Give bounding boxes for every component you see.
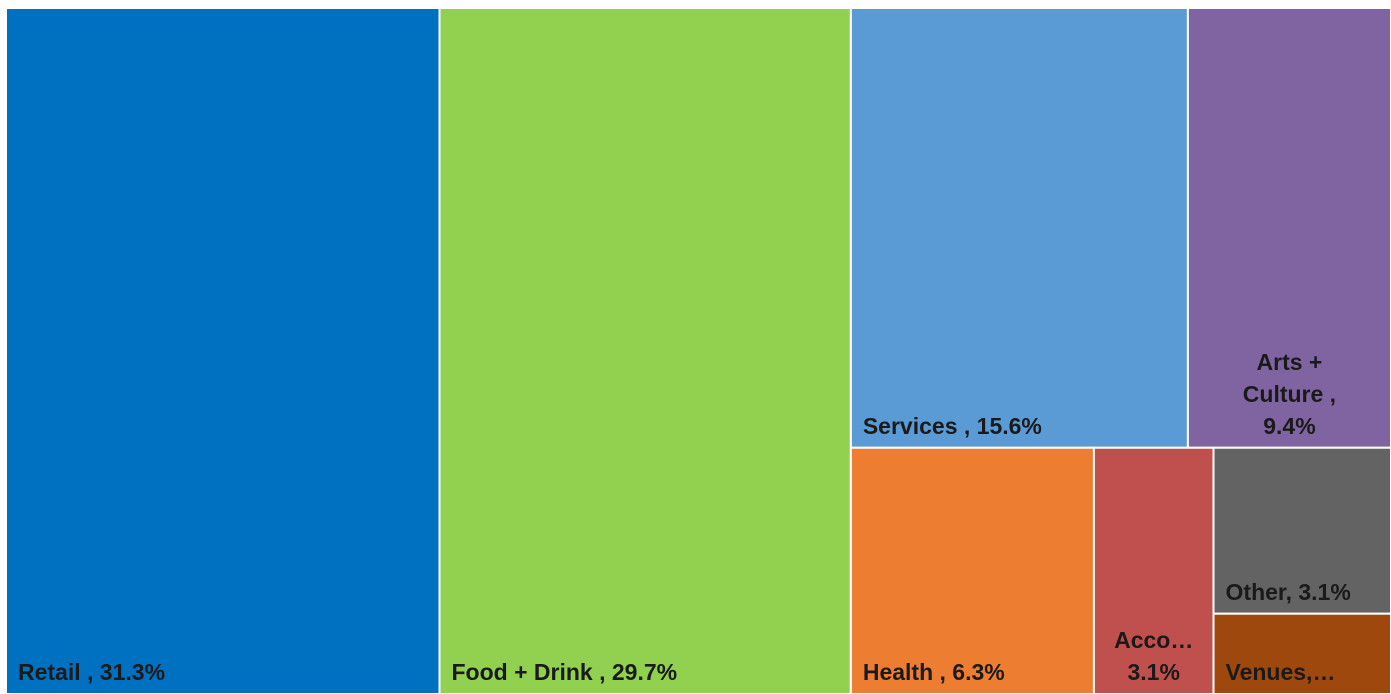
data-label: Acco…: [1114, 627, 1193, 653]
data-label: Retail , 31.3%: [18, 659, 165, 685]
tile: [849, 7, 1189, 449]
data-label: 9.4%: [1263, 413, 1315, 439]
data-label: Culture ,: [1243, 381, 1336, 407]
data-label: Arts +: [1257, 349, 1323, 375]
data-label: Food + Drink , 29.7%: [452, 659, 678, 685]
tile: [5, 7, 441, 694]
tile: [849, 446, 1095, 694]
tile: [438, 7, 852, 694]
data-label: Venues,…: [1226, 659, 1336, 685]
data-label: Services , 15.6%: [863, 413, 1042, 439]
tile: [1212, 612, 1391, 694]
tile: [1092, 446, 1215, 694]
data-label: Other, 3.1%: [1226, 579, 1351, 605]
data-label: Health , 6.3%: [863, 659, 1005, 685]
data-label: 3.1%: [1128, 659, 1180, 685]
tile: [1186, 7, 1391, 449]
tile: [1212, 446, 1391, 615]
